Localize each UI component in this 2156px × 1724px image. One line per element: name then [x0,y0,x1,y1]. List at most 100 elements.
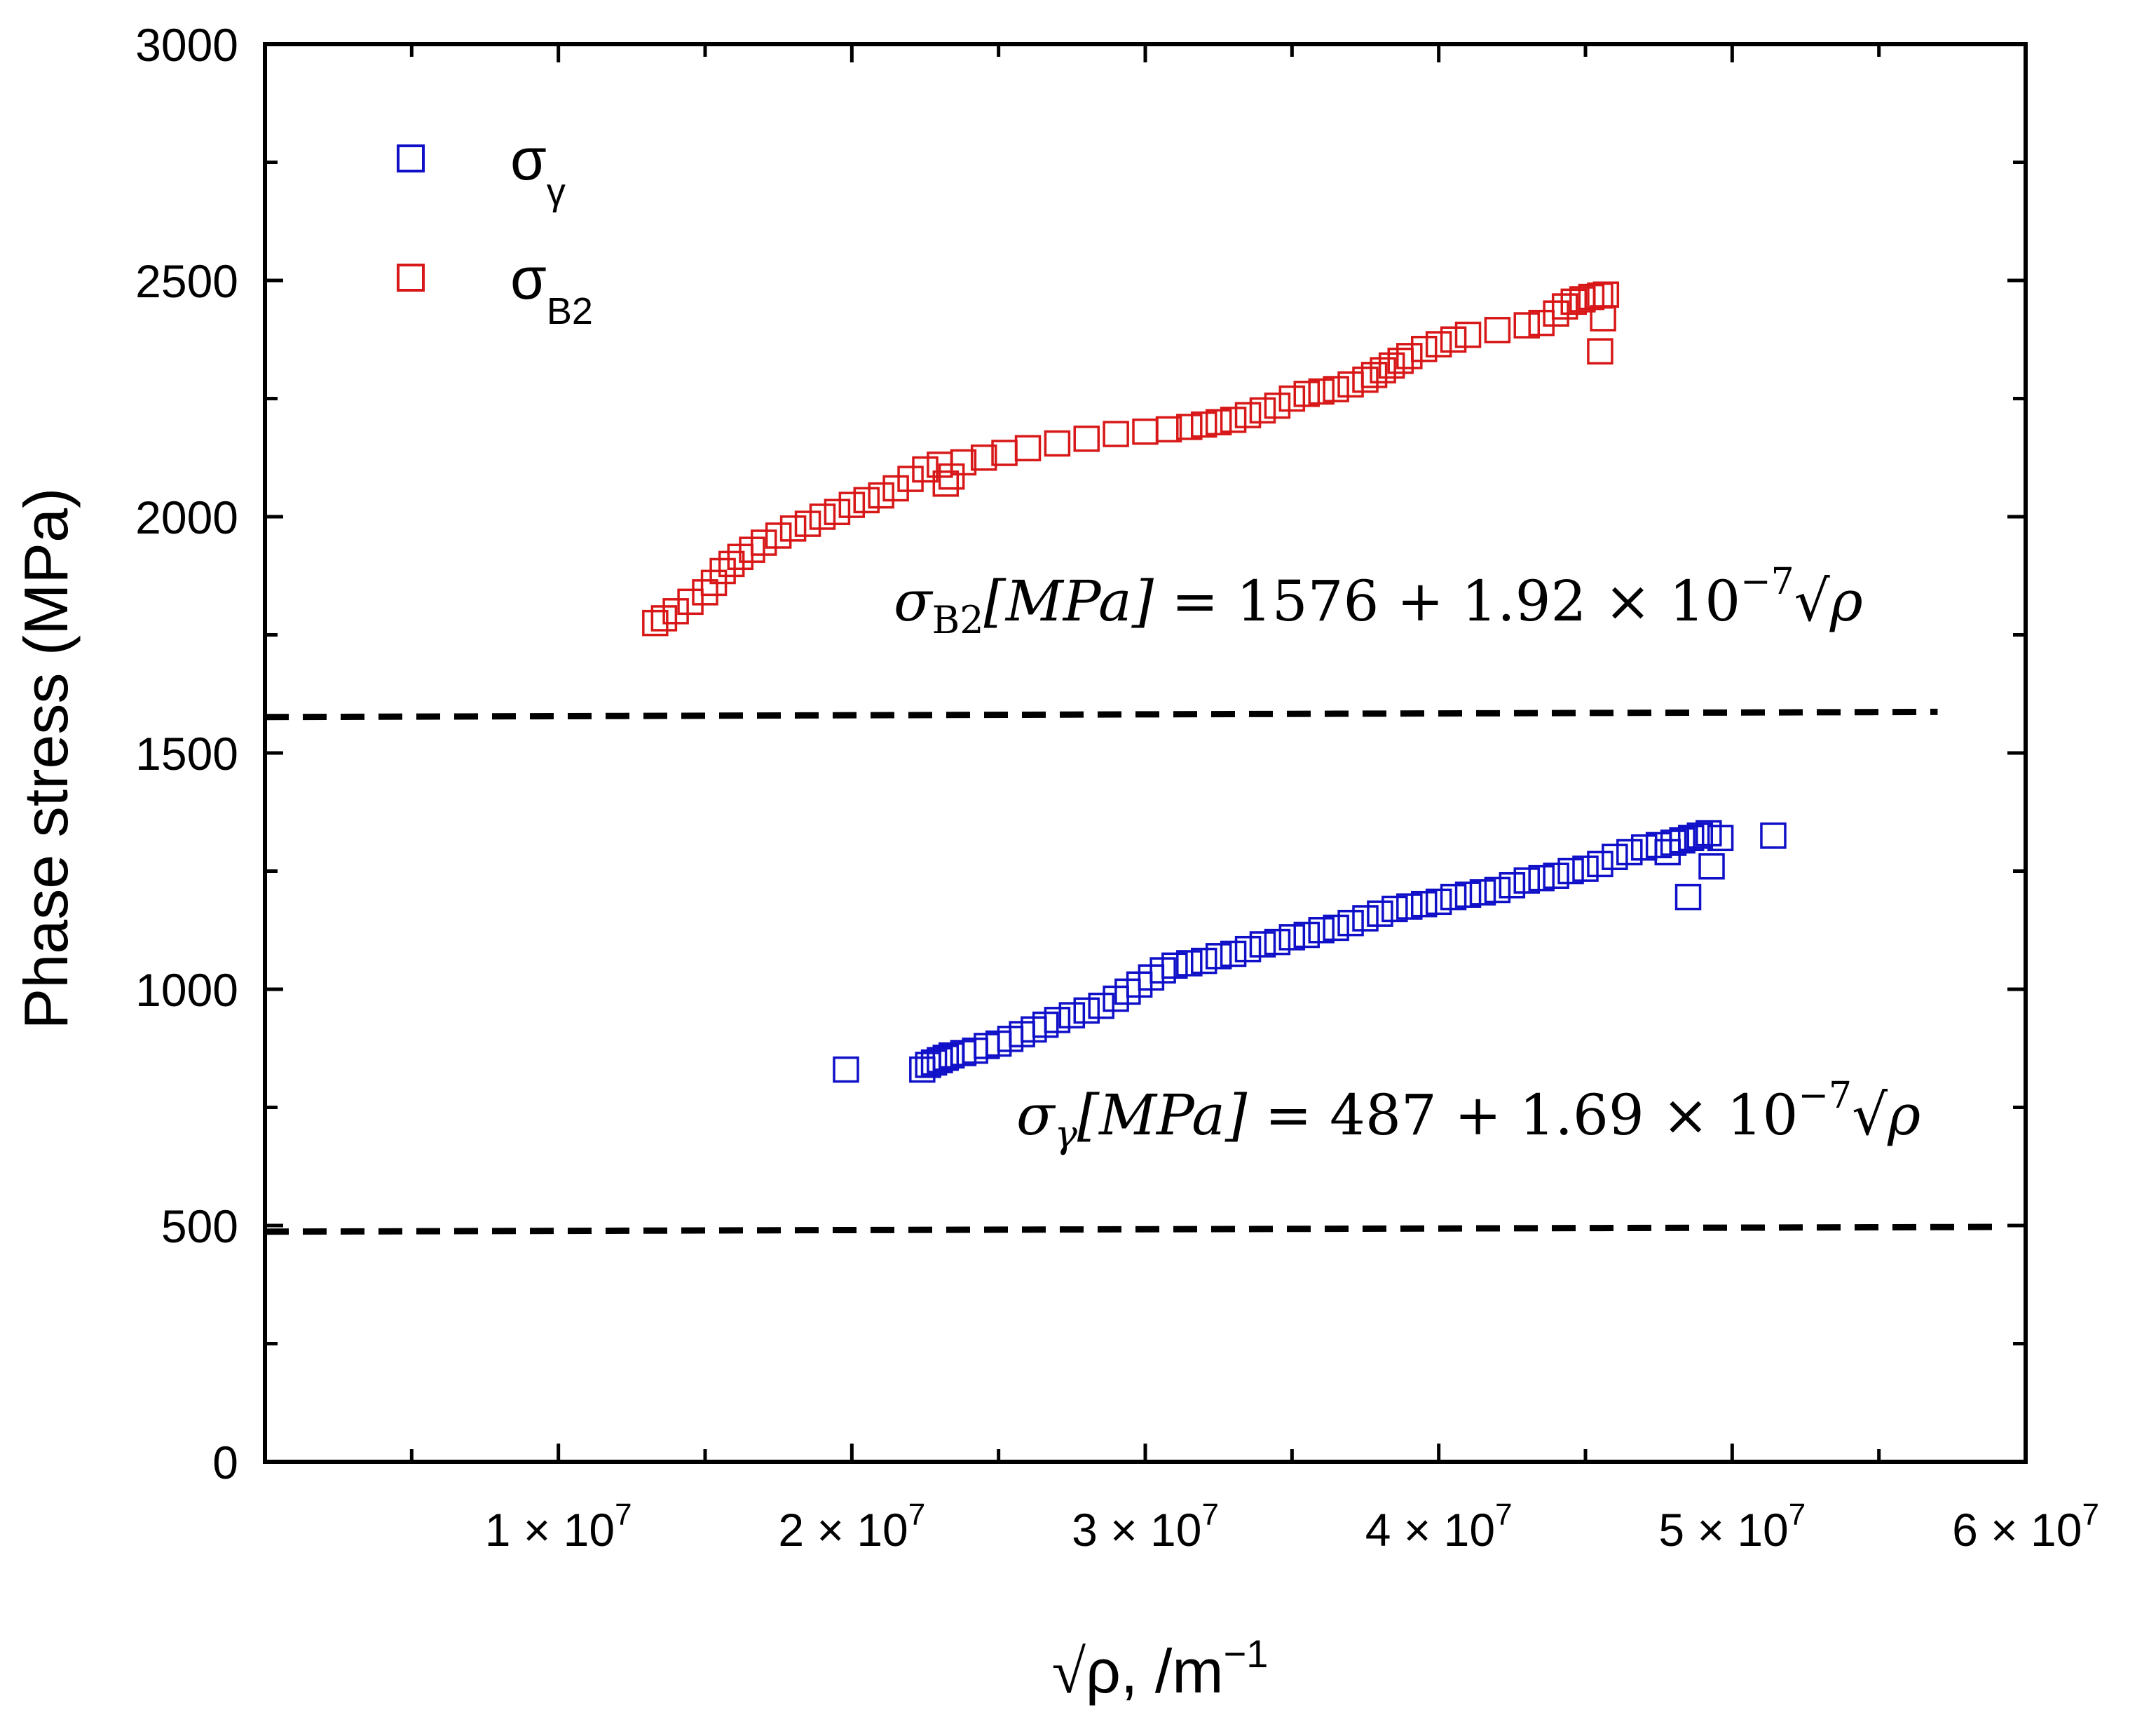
legend-label: σγ [510,126,566,213]
data-point [1308,917,1335,944]
data-point [897,466,924,492]
x-tick-mantissa: 2 [778,1504,817,1556]
data-point [1352,905,1379,932]
data-point [912,456,939,483]
data-point [1528,864,1555,892]
y-tick-label: 2000 [135,491,238,543]
x-tick-times: × [524,1504,564,1556]
data-point [1161,952,1188,979]
data-point [1440,883,1467,911]
x-tick-mantissa: 6 [1952,1504,1991,1556]
y-tick-label: 0 [212,1437,238,1488]
data-point [1360,362,1388,388]
data-point [1176,950,1203,977]
legend-symbol: σ [510,126,547,192]
x-tick-mantissa: 1 [485,1504,524,1556]
data-point [1499,871,1526,899]
equation-sigma-gamma-tail: √ρ [1852,1082,1920,1148]
data-point [1323,914,1349,942]
data-point [1293,921,1321,949]
x-tick-exp: 7 [1789,1498,1806,1532]
equation-sigma-b2: σB2[MPa] = 1576 + 1.92 × 10−7√ρ [894,561,1863,642]
data-markers [642,281,1787,1083]
x-tick-exp: 7 [2082,1498,2099,1532]
legend-subscript: γ [547,171,566,213]
equation-sigma-b2-sub: B2 [932,598,984,642]
data-point [1677,824,1705,852]
data-point [1454,881,1482,908]
data-point [1278,385,1306,412]
equation-sigma-b2-tail: √ρ [1794,569,1863,634]
x-axis-title: √ρ, /m−1 [1052,1631,1269,1706]
equation-sigma-gamma-lhs: [MPa] [1077,1082,1248,1148]
data-point [718,550,745,578]
data-point [1484,317,1511,344]
data-point [970,444,997,471]
data-point [1590,305,1616,332]
data-point [1044,430,1071,457]
data-point [1073,997,1100,1024]
data-point [1513,867,1541,894]
data-point [1698,853,1725,880]
data-point [794,510,821,537]
legend-marker [397,144,425,172]
data-point [932,470,960,497]
x-tick-exp: 7 [908,1498,925,1532]
data-point [838,491,866,518]
data-point [1686,822,1714,849]
fit-lines [264,708,1997,1235]
data-point [1352,366,1379,393]
data-point [1293,381,1321,407]
legend-symbol: σ [510,245,547,311]
data-point [1234,402,1262,428]
data-point [1249,397,1276,424]
equation-sigma-gamma-exp: −7 [1798,1075,1852,1117]
data-point [1370,357,1396,384]
x-tick-times: × [817,1504,857,1556]
y-tick-label: 500 [161,1200,238,1252]
data-point [1410,335,1438,362]
x-axis-title-root: √ [1052,1638,1086,1706]
data-point [833,1056,859,1083]
y-tick-label: 1000 [135,964,238,1016]
x-tick-label: 6 × 107 [1952,1498,2099,1556]
data-point [750,529,777,556]
data-point [765,522,792,549]
legend-item-gamma: σγ [397,126,566,213]
x-tick-label: 4 × 107 [1365,1498,1513,1556]
data-point [868,482,894,509]
axis-ticks [265,42,2026,1464]
data-point [809,503,836,530]
data-point [1308,378,1335,405]
legend-marker [397,264,425,292]
equation-sigma-b2-lhs: [MPa] [984,569,1154,634]
x-tick-base: 10 [1150,1504,1201,1556]
x-tick-times: × [1991,1504,2031,1556]
equation-sigma-b2-rhs: = 1576 + 1.92 × 10 [1154,569,1740,634]
data-point [1044,1007,1071,1033]
data-point [677,588,704,616]
data-point [1220,940,1247,968]
data-point [1660,829,1687,856]
data-point [1557,857,1584,885]
data-point [779,515,807,542]
data-point [1205,409,1232,435]
x-tick-base: 10 [564,1504,615,1556]
data-point [1278,924,1306,951]
x-tick-label: 1 × 107 [485,1498,632,1556]
data-point [692,579,718,606]
y-tick-label: 1500 [135,728,238,780]
data-point [1264,928,1291,956]
x-tick-base: 10 [2031,1504,2082,1556]
data-point [1528,309,1555,337]
y-axis-title: Phase stress (MPa) [11,488,81,1030]
data-point [1587,338,1613,365]
equation-sigma-gamma-rhs: = 487 + 1.69 × 10 [1247,1082,1798,1148]
data-point [1073,426,1100,452]
x-tick-times: × [1697,1504,1737,1556]
data-point [1155,416,1182,443]
data-point [950,449,977,476]
